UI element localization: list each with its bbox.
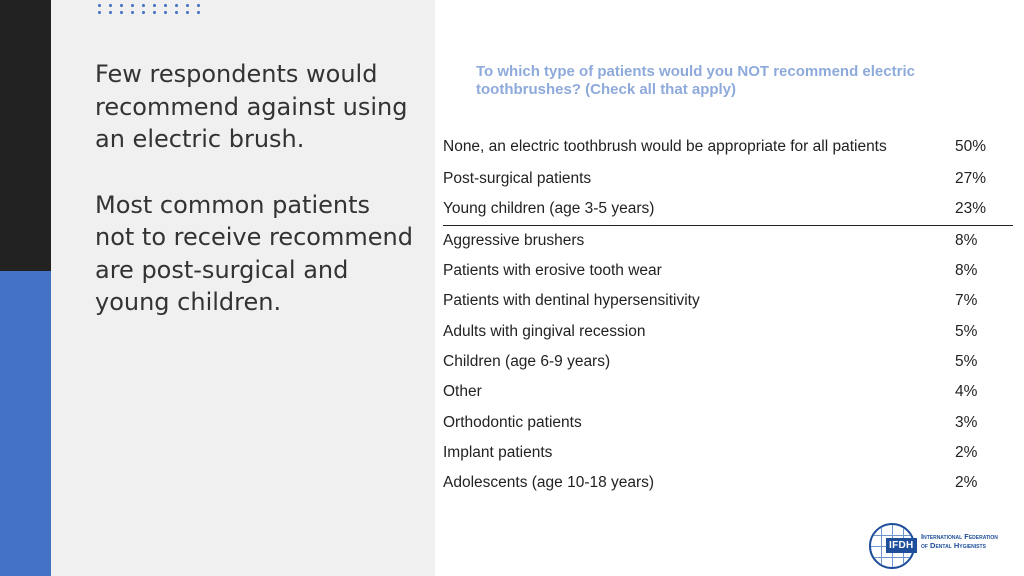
row-label: Other <box>443 383 482 401</box>
table-row: Patients with erosive tooth wear 8% <box>443 256 1013 286</box>
logo-line-1: International Federation <box>921 532 998 541</box>
row-value: 50% <box>955 137 987 155</box>
table-row: Children (age 6-9 years) 5% <box>443 347 1013 377</box>
row-label: Adults with gingival recession <box>443 322 646 340</box>
decorative-dots <box>98 4 208 18</box>
table-row: None, an electric toothbrush would be ap… <box>443 130 1013 163</box>
row-value: 23% <box>955 200 987 218</box>
results-table: None, an electric toothbrush would be ap… <box>443 130 1013 498</box>
row-label: Aggressive brushers <box>443 231 585 249</box>
ifdh-logo: IFDH International Federation of Dental … <box>869 521 1019 571</box>
left-panel: Few respondents would recommend against … <box>51 0 435 576</box>
row-label: None, an electric toothbrush would be ap… <box>443 137 887 155</box>
row-value: 8% <box>955 231 978 249</box>
survey-question: To which type of patients would you NOT … <box>476 63 915 98</box>
row-label: Patients with erosive tooth wear <box>443 262 662 280</box>
row-label: Children (age 6-9 years) <box>443 352 611 370</box>
headline-detail: Most common patients not to receive reco… <box>95 190 413 317</box>
row-label: Adolescents (age 10-18 years) <box>443 474 655 492</box>
table-row: Aggressive brushers 8% <box>443 226 1013 256</box>
row-label: Patients with dentinal hypersensitivity <box>443 292 700 310</box>
headline-summary: Few respondents would recommend against … <box>95 60 408 153</box>
logo-abbreviation: IFDH <box>886 538 917 553</box>
row-value: 2% <box>955 443 978 461</box>
row-label: Implant patients <box>443 443 553 461</box>
row-label: Orthodontic patients <box>443 413 582 431</box>
row-value: 3% <box>955 413 978 431</box>
logo-wordmark: International Federation of Dental Hygie… <box>921 532 998 550</box>
row-value: 5% <box>955 352 978 370</box>
row-value: 27% <box>955 170 987 188</box>
table-row: Implant patients 2% <box>443 438 1013 468</box>
table-row: Post-surgical patients 27% <box>443 164 1013 194</box>
row-value: 5% <box>955 322 978 340</box>
row-value: 7% <box>955 292 978 310</box>
table-row: Adolescents (age 10-18 years) 2% <box>443 468 1013 498</box>
row-value: 2% <box>955 474 978 492</box>
table-row: Adults with gingival recession 5% <box>443 316 1013 346</box>
slide-headline: Few respondents would recommend against … <box>95 58 415 319</box>
row-label: Young children (age 3-5 years) <box>443 200 655 218</box>
row-value: 4% <box>955 383 978 401</box>
row-label: Post-surgical patients <box>443 170 592 188</box>
dark-side-bar <box>0 0 51 271</box>
table-row: Young children (age 3-5 years) 23% <box>443 194 1013 226</box>
row-value: 8% <box>955 262 978 280</box>
logo-line-2: of Dental Hygienists <box>921 541 986 550</box>
blue-side-bar <box>0 271 51 576</box>
table-row: Orthodontic patients 3% <box>443 407 1013 437</box>
table-row: Patients with dentinal hypersensitivity … <box>443 286 1013 316</box>
table-row: Other 4% <box>443 377 1013 407</box>
